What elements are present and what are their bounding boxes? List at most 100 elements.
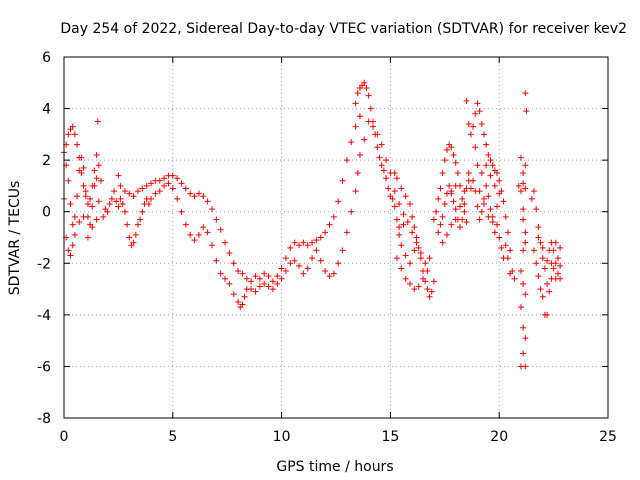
data-point	[343, 229, 350, 236]
data-point	[450, 151, 457, 158]
data-point	[461, 188, 468, 195]
data-point	[402, 252, 409, 259]
data-point	[230, 291, 237, 298]
data-point	[424, 286, 431, 293]
data-point	[71, 131, 78, 138]
data-point	[95, 198, 102, 205]
data-point	[391, 188, 398, 195]
data-point	[208, 242, 215, 249]
data-point	[487, 157, 494, 164]
data-point	[82, 188, 89, 195]
data-point	[165, 180, 172, 187]
data-point	[195, 190, 202, 197]
data-point	[537, 286, 544, 293]
data-point	[502, 213, 509, 220]
data-point	[67, 252, 74, 259]
data-point	[380, 167, 387, 174]
data-point	[148, 180, 155, 187]
data-point	[465, 170, 472, 177]
data-point	[496, 177, 503, 184]
data-point	[365, 118, 372, 125]
data-point	[126, 190, 133, 197]
data-point	[557, 262, 564, 269]
data-point	[343, 157, 350, 164]
data-point	[309, 255, 316, 262]
data-point	[517, 188, 524, 195]
data-point	[435, 229, 442, 236]
y-tick-label: -6	[37, 359, 51, 375]
data-point	[256, 283, 263, 290]
data-point	[544, 280, 551, 287]
data-point	[356, 113, 363, 120]
data-point	[520, 350, 527, 357]
data-point	[461, 208, 468, 215]
data-point	[398, 242, 405, 249]
data-point	[89, 224, 96, 231]
data-point	[457, 224, 464, 231]
data-points	[61, 79, 564, 370]
data-point	[420, 275, 427, 282]
data-point	[535, 224, 542, 231]
data-point	[222, 239, 229, 246]
data-point	[489, 213, 496, 220]
data-point	[313, 237, 320, 244]
data-point	[304, 242, 311, 249]
data-point	[465, 121, 472, 128]
x-tick-label: 5	[168, 429, 177, 445]
data-point	[463, 219, 470, 226]
data-point	[470, 123, 477, 130]
data-point	[111, 188, 118, 195]
data-point	[361, 79, 368, 86]
data-point	[352, 188, 359, 195]
data-point	[452, 182, 459, 189]
data-point	[409, 229, 416, 236]
data-point	[374, 144, 381, 151]
data-point	[274, 280, 281, 287]
data-point	[550, 265, 557, 272]
data-point	[130, 239, 137, 246]
data-point	[354, 90, 361, 97]
data-point	[483, 141, 490, 148]
data-point	[478, 170, 485, 177]
data-point	[93, 216, 100, 223]
data-point	[352, 123, 359, 130]
data-point	[235, 298, 242, 305]
data-point	[115, 203, 122, 210]
data-point	[243, 275, 250, 282]
data-point	[472, 110, 479, 117]
data-point	[69, 242, 76, 249]
data-point	[376, 154, 383, 161]
data-point	[84, 200, 91, 207]
x-tick-label: 20	[490, 429, 508, 445]
data-point	[117, 195, 124, 202]
data-point	[326, 273, 333, 280]
data-point	[161, 175, 168, 182]
data-point	[520, 170, 527, 177]
data-point	[411, 247, 418, 254]
data-point	[71, 231, 78, 238]
data-point	[200, 224, 207, 231]
data-point	[265, 273, 272, 280]
data-point	[313, 247, 320, 254]
data-point	[522, 239, 529, 246]
data-point	[441, 200, 448, 207]
y-tick-label: -8	[37, 411, 51, 427]
data-point	[546, 288, 553, 295]
data-point	[504, 229, 511, 236]
data-point	[278, 275, 285, 282]
axis-ticks: 0 5 10 15 20 25 -8 -6 -4 -2 0 2 4 6	[37, 50, 617, 445]
y-tick-label: 4	[42, 102, 51, 118]
data-point	[217, 226, 224, 233]
data-point	[74, 141, 81, 148]
data-point	[367, 105, 374, 112]
data-point	[491, 182, 498, 189]
data-point	[415, 283, 422, 290]
data-point	[478, 208, 485, 215]
data-point	[152, 190, 159, 197]
data-point	[391, 203, 398, 210]
data-point	[191, 237, 198, 244]
data-point	[406, 280, 413, 287]
data-point	[330, 213, 337, 220]
data-point	[402, 193, 409, 200]
data-point	[65, 247, 72, 254]
